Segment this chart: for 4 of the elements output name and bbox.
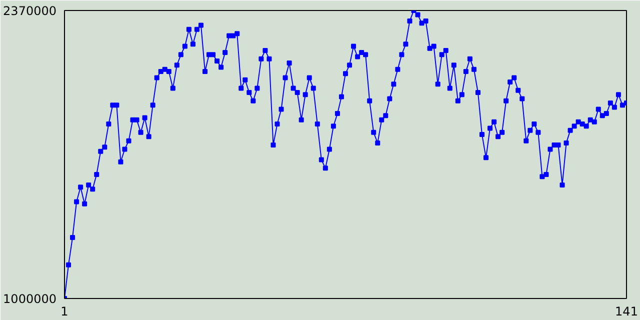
y-tick-label: 1000000 bbox=[3, 292, 57, 306]
x-tick-label: 1 bbox=[60, 304, 68, 318]
x-tick-label: 141 bbox=[615, 304, 638, 318]
y-tick-label: 2370000 bbox=[3, 4, 57, 18]
